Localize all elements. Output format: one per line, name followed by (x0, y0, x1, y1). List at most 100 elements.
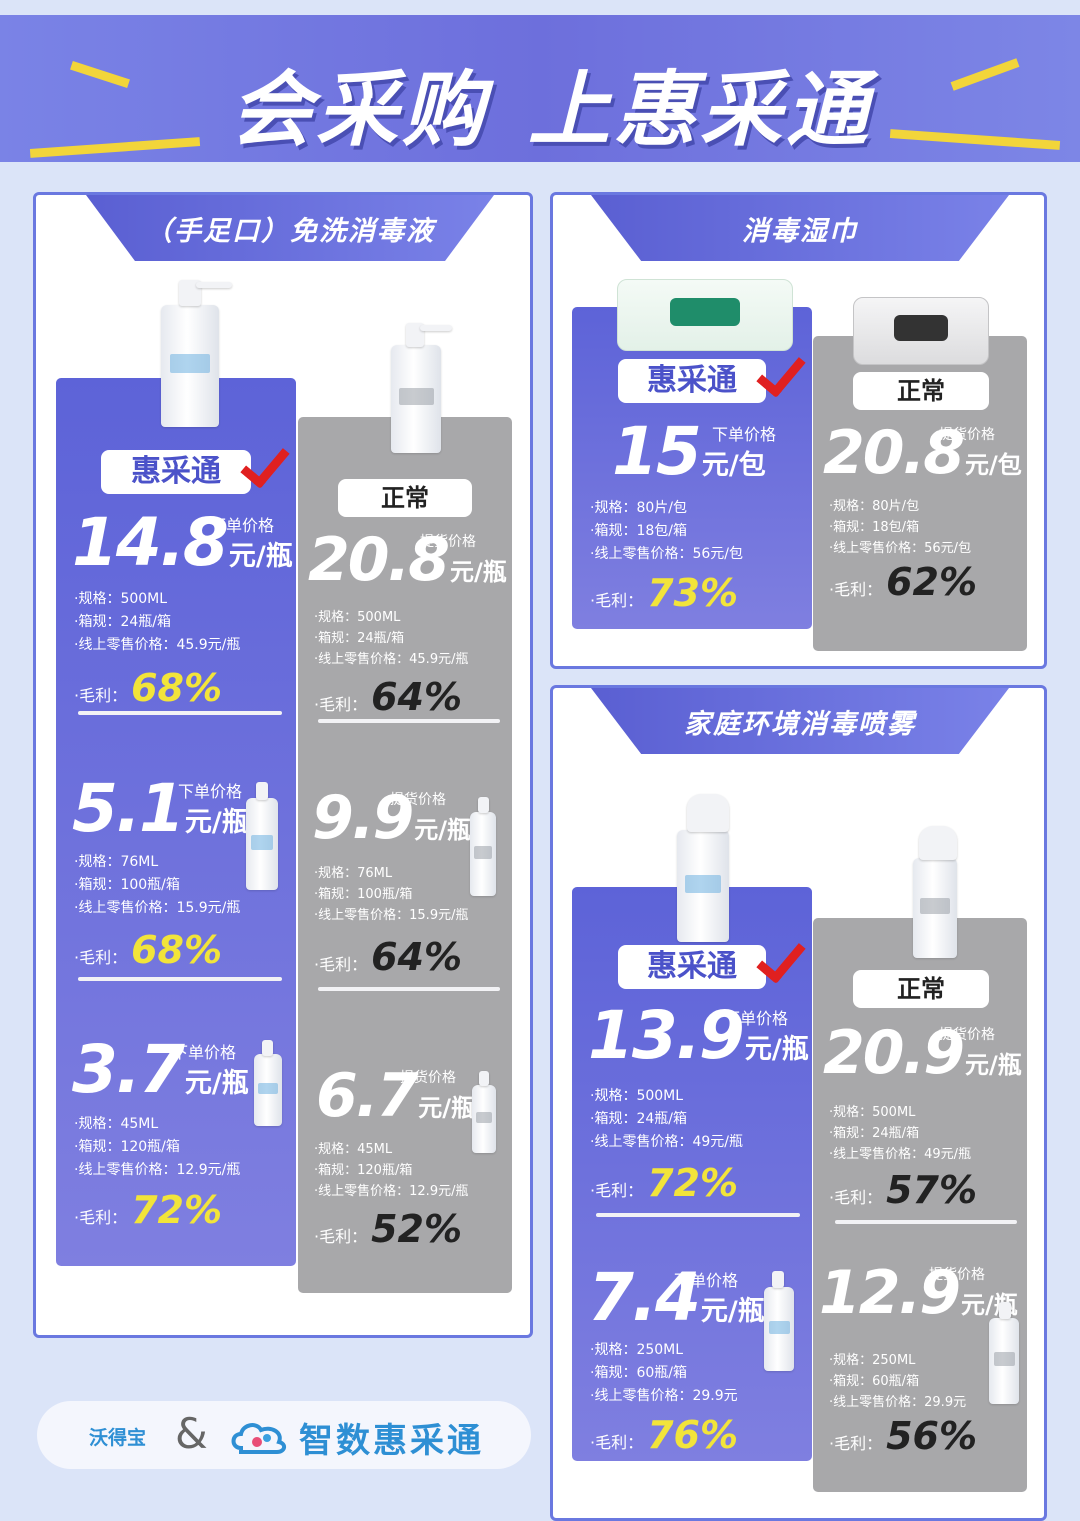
price-value: 20.9 (823, 1018, 965, 1088)
product-bottle-image (246, 798, 278, 890)
spec-retail: 线上零售价格：56元/包 (829, 538, 971, 559)
spec-retail: 线上零售价格：49元/瓶 (590, 1131, 743, 1154)
panel-header (86, 195, 494, 261)
product-pump-nozzle (196, 282, 232, 288)
spec-size: 规格：76ML (74, 851, 240, 874)
product-bottle-image (254, 1054, 282, 1126)
price-unit: 元/瓶 (418, 1094, 476, 1122)
specs-list: 规格：250ML 箱规：60瓶/箱 线上零售价格：29.9元 (590, 1339, 738, 1408)
hui-tag: 惠采通 (618, 945, 766, 989)
spec-size: 规格：250ML (590, 1339, 738, 1362)
margin-label: 毛利： (590, 591, 643, 610)
price-value: 14.8 (72, 504, 229, 581)
normal-column: 正常 20.8元/瓶 提货价格 规格：500ML 箱规：24瓶/箱 线上零售价格… (298, 417, 512, 1293)
header-banner: 会采购 上惠采通 (0, 15, 1080, 162)
margin-label: 毛利： (314, 955, 367, 974)
margin-block: 毛利：52% (314, 1207, 462, 1251)
price-value: 3.7 (72, 1031, 185, 1108)
product-nozzle (256, 782, 268, 800)
price-unit: 元/瓶 (228, 541, 293, 572)
normal-tag: 正常 (853, 372, 989, 410)
price-value: 20.8 (823, 418, 965, 488)
price-note: 提货价格 (939, 1027, 995, 1043)
spec-box: 箱规：24瓶/箱 (590, 1108, 743, 1131)
margin-value: 57% (886, 1168, 978, 1212)
hui-column: 惠采通 14.8元/瓶 下单价格 规格：500ML 箱规：24瓶/箱 线上零售价… (56, 378, 296, 1266)
wipes-pack-image (853, 297, 989, 365)
price-unit: 元/瓶 (965, 1051, 1022, 1079)
normal-tag: 正常 (338, 479, 472, 517)
margin-label: 毛利： (314, 1227, 367, 1246)
specs-list: 规格：80片/包 箱规：18包/箱 线上零售价格：56元/包 (829, 496, 971, 559)
margin-block: 毛利：56% (829, 1414, 977, 1458)
specs-list: 规格：500ML 箱规：24瓶/箱 线上零售价格：45.9元/瓶 (74, 588, 240, 657)
decor-stripe (70, 60, 130, 89)
margin-label: 毛利： (74, 1208, 127, 1227)
price-note: 下单价格 (712, 425, 777, 444)
normal-column: 正常 20.8元/包 提货价格 规格：80片/包 箱规：18包/箱 线上零售价格… (813, 336, 1027, 651)
price-value: 5.1 (72, 770, 185, 847)
margin-block: 毛利：68% (74, 666, 222, 710)
spec-retail: 线上零售价格：15.9元/瓶 (74, 897, 240, 920)
margin-block: 毛利：73% (590, 571, 738, 615)
panel-title: 家庭环境消毒喷雾 (684, 709, 916, 740)
spec-size: 规格：500ML (590, 1085, 743, 1108)
spec-box: 箱规：60瓶/箱 (829, 1371, 966, 1392)
spec-box: 箱规：60瓶/箱 (590, 1362, 738, 1385)
margin-value: 64% (371, 675, 463, 719)
margin-value: 72% (131, 1188, 223, 1232)
spec-retail: 线上零售价格：29.9元 (829, 1392, 966, 1413)
specs-list: 规格：76ML 箱规：100瓶/箱 线上零售价格：15.9元/瓶 (314, 863, 468, 926)
margin-value: 72% (647, 1161, 739, 1205)
price-unit: 元/包 (701, 450, 766, 481)
price-unit: 元/瓶 (700, 1296, 765, 1327)
spec-box: 箱规：18包/箱 (829, 517, 971, 538)
price-block: 13.9元/瓶 下单价格 (588, 997, 809, 1074)
product-bottle-image (989, 1318, 1019, 1404)
product-bottle-image (764, 1287, 794, 1371)
panel-spray: 家庭环境消毒喷雾 惠采通 13.9元/瓶 下单价格 规格：500ML 箱规：24… (550, 685, 1047, 1521)
margin-label: 毛利： (829, 1434, 882, 1453)
price-unit: 元/瓶 (184, 807, 249, 838)
cloud-icon (231, 1423, 286, 1454)
price-block: 6.7元/瓶 提货价格 (316, 1061, 475, 1131)
divider (78, 977, 282, 981)
spray-bottle-image (677, 830, 729, 942)
spec-box: 箱规：24瓶/箱 (74, 611, 240, 634)
ampersand: & (175, 1409, 208, 1458)
divider (78, 711, 282, 715)
spec-size: 规格：80片/包 (829, 496, 971, 517)
price-note: 提货价格 (420, 534, 476, 550)
spec-retail: 线上零售价格：45.9元/瓶 (314, 649, 468, 670)
header-title-left: 会采购 (230, 63, 488, 158)
margin-label: 毛利： (314, 695, 367, 714)
hui-column: 惠采通 15元/包 下单价格 规格：80片/包 箱规：18包/箱 线上零售价格：… (572, 307, 812, 629)
product-bottle-image (391, 345, 441, 453)
wipes-pack-lid (894, 314, 948, 341)
spec-size: 规格：45ML (314, 1139, 468, 1160)
price-block: 9.9元/瓶 提货价格 (312, 783, 471, 853)
product-pump (179, 280, 201, 306)
spec-retail: 线上零售价格：56元/包 (590, 543, 743, 566)
product-bottle-image (161, 305, 219, 427)
product-nozzle (772, 1271, 784, 1288)
wipes-pack-lid (670, 297, 740, 326)
price-unit: 元/瓶 (744, 1034, 809, 1065)
margin-label: 毛利： (590, 1181, 643, 1200)
price-note: 提货价格 (390, 792, 446, 808)
margin-block: 毛利：76% (590, 1413, 738, 1457)
price-value: 12.9 (819, 1258, 961, 1328)
panel-header (591, 195, 1009, 261)
price-note: 下单价格 (674, 1271, 739, 1290)
product-pump (406, 323, 424, 347)
hui-tag: 惠采通 (101, 450, 251, 494)
decor-stripe (889, 129, 1061, 150)
price-value: 7.4 (588, 1259, 701, 1336)
margin-block: 毛利：62% (829, 560, 977, 604)
panel-wipes: 消毒湿巾 惠采通 15元/包 下单价格 规格：80片/包 箱规：18包/箱 线上… (550, 192, 1047, 669)
price-unit: 元/包 (965, 451, 1022, 479)
spec-box: 箱规：120瓶/箱 (314, 1160, 468, 1181)
price-note: 下单价格 (178, 782, 243, 801)
normal-column: 正常 20.9元/瓶 提货价格 规格：500ML 箱规：24瓶/箱 线上零售价格… (813, 918, 1027, 1492)
spec-box: 箱规：24瓶/箱 (829, 1123, 971, 1144)
